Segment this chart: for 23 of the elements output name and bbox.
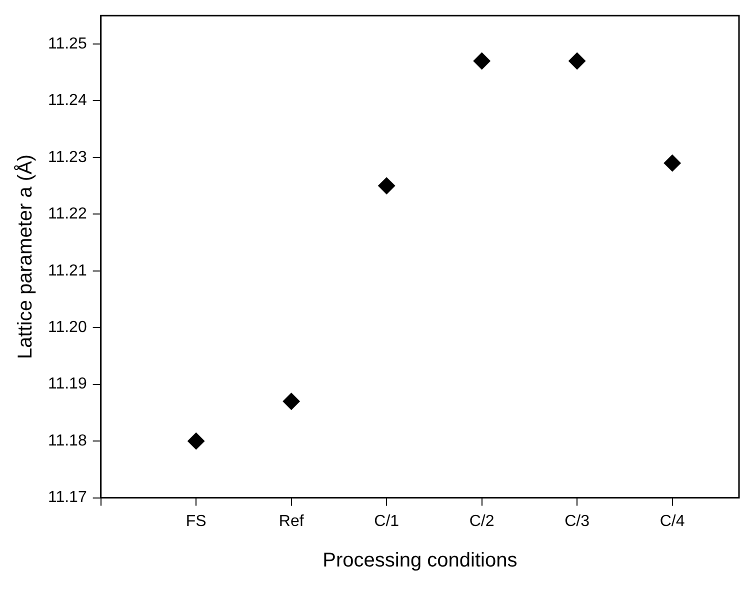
y-tick-label: 11.23: [48, 148, 87, 166]
point: [378, 177, 396, 194]
y-tick-label: 11.24: [48, 92, 87, 110]
y-tick-label: 11.22: [48, 206, 87, 223]
x-tick-label: C/1: [374, 512, 400, 530]
y-tick-label: 11.19: [48, 376, 87, 393]
x-tick-label: C/2: [469, 512, 494, 530]
x-tick-label: Ref: [278, 512, 304, 530]
point: [664, 154, 681, 172]
y-tick-label: 11.20: [48, 319, 87, 336]
y-tick-label: 11.25: [48, 35, 87, 52]
x-tick-label: C/4: [660, 512, 685, 530]
point: [473, 52, 490, 70]
point: [568, 52, 586, 70]
x-tick-label: FS: [186, 512, 206, 530]
y-tick-label: 11.18: [48, 432, 87, 450]
y-axis-title: Lattice parameter a (Å): [14, 154, 37, 359]
y-tick-label: 11.21: [48, 262, 87, 280]
x-axis-title: Processing conditions: [322, 550, 518, 572]
y-tick-label: 11.17: [48, 489, 87, 506]
x-tick-label: C/3: [564, 512, 590, 530]
point: [188, 432, 205, 450]
point: [282, 392, 300, 410]
